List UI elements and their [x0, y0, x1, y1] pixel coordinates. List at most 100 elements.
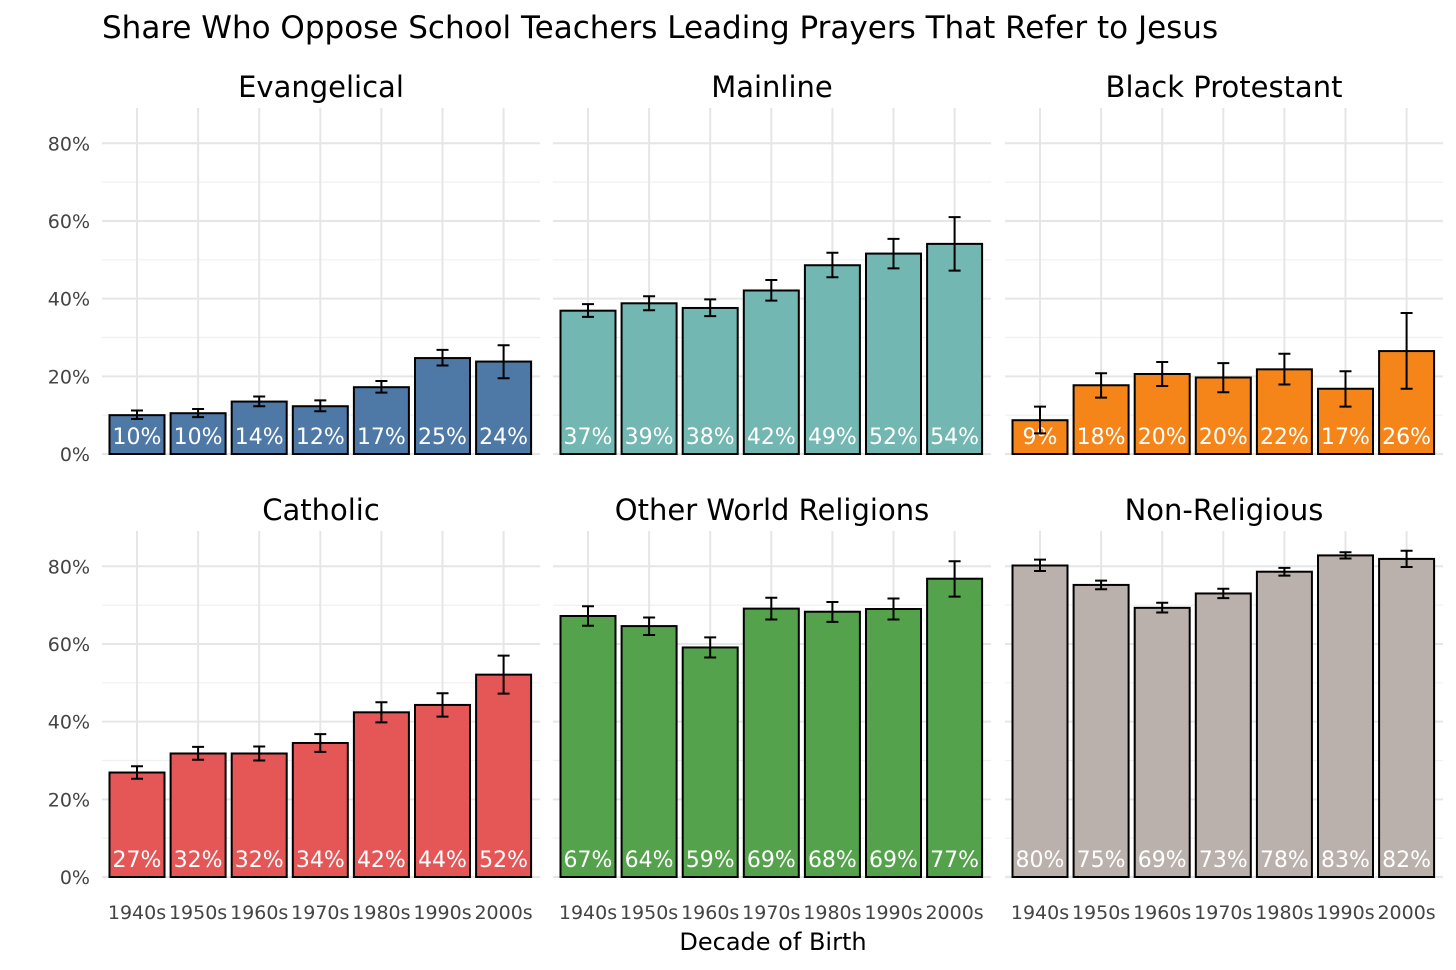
bar-black-protestant-1960s	[1133, 372, 1191, 455]
x-tick-label: 1970s	[1194, 902, 1252, 924]
error-bar	[1156, 601, 1169, 614]
bar-label: 32%	[235, 848, 284, 873]
y-tick-label: 40%	[48, 712, 90, 734]
x-tick-label: 1980s	[1255, 902, 1313, 924]
error-bar	[948, 560, 961, 598]
x-tick-label: 1980s	[352, 902, 410, 924]
bar-other-world-religions-1940s	[559, 614, 617, 878]
bar-evangelical-1960s	[230, 400, 288, 456]
bar-mainline-2000s	[926, 242, 984, 455]
bar-label: 42%	[747, 425, 796, 450]
error-bar	[1217, 362, 1230, 394]
bar-mainline-1990s	[865, 252, 922, 455]
y-tick-label: 80%	[48, 133, 90, 155]
bar-evangelical-1980s	[352, 386, 410, 455]
x-tick-label: 1980s	[803, 902, 861, 924]
bar-label: 18%	[1077, 425, 1126, 450]
error-bar	[375, 701, 388, 724]
bar-label: 67%	[564, 848, 613, 873]
bar-label: 44%	[418, 848, 467, 873]
bar-catholic-1970s	[291, 742, 349, 879]
bar-label: 83%	[1321, 848, 1370, 873]
bar-label: 69%	[869, 848, 918, 873]
bar-label: 59%	[686, 848, 735, 873]
bar-label: 20%	[1199, 425, 1248, 450]
bar-label: 78%	[1260, 848, 1309, 873]
error-bar	[1095, 372, 1108, 399]
error-bar	[765, 278, 778, 302]
facet-title-catholic: Catholic	[262, 493, 380, 527]
bar-evangelical-1950s	[169, 412, 227, 455]
error-bar	[131, 765, 143, 780]
panel-catholic: Catholic 27% 32% 32% 34% 42% 44% 52% 0% 20% 40% 60%…	[48, 493, 540, 924]
bar-non-religious-1990s	[1317, 554, 1374, 878]
bar-label: 80%	[1016, 848, 1065, 873]
bar-other-world-religions-1980s	[803, 610, 861, 878]
error-bar	[1278, 566, 1291, 577]
error-bar	[253, 745, 266, 762]
error-bar	[582, 303, 594, 318]
panel-mainline: Mainline 37% 39% 38% 42% 49% 52% 54%	[553, 70, 991, 456]
y-tick-label: 20%	[48, 789, 90, 811]
bar-mainline-1940s	[559, 309, 617, 455]
bar-label: 37%	[564, 425, 613, 450]
bar-label: 34%	[296, 848, 345, 873]
error-bar	[192, 407, 205, 419]
x-tick-label: 2000s	[474, 902, 532, 924]
bar-label: 17%	[1321, 425, 1370, 450]
bar-non-religious-1950s	[1072, 583, 1130, 879]
error-bar	[948, 216, 961, 272]
bar-non-religious-2000s	[1378, 557, 1436, 878]
bar-evangelical-1940s	[108, 414, 166, 456]
y-tick-label: 0%	[60, 867, 90, 889]
error-bar	[887, 597, 900, 621]
bar-evangelical-1970s	[291, 405, 349, 456]
error-bar	[131, 409, 143, 421]
error-bar	[1339, 551, 1352, 560]
error-bar	[704, 298, 717, 318]
facet-panels: Evangelical 10% 10% 14% 12% 17% 25% 24% 0% 20% 40%…	[48, 70, 1443, 924]
error-bar	[253, 395, 266, 408]
bar-non-religious-1970s	[1194, 592, 1252, 879]
error-bar	[1217, 587, 1230, 600]
x-tick-label: 1990s	[864, 902, 922, 924]
facet-title-evangelical: Evangelical	[238, 70, 404, 104]
error-bar	[1339, 370, 1352, 408]
bar-non-religious-1940s	[1011, 564, 1069, 878]
bar-mainline-1980s	[803, 264, 861, 456]
bar-non-religious-1980s	[1255, 570, 1313, 878]
x-tick-label: 1950s	[1072, 902, 1130, 924]
error-bar	[1400, 549, 1413, 569]
bar-label: 32%	[174, 848, 223, 873]
error-bar	[1034, 405, 1046, 435]
bar-label: 10%	[113, 425, 162, 450]
bar-label: 52%	[869, 425, 918, 450]
error-bar	[1034, 558, 1046, 572]
x-axis-label: Decade of Birth	[679, 928, 866, 956]
bar-catholic-2000s	[475, 673, 533, 879]
bar-evangelical-1990s	[414, 357, 471, 455]
bar-label: 27%	[113, 848, 162, 873]
error-bar	[192, 745, 205, 761]
error-bar	[436, 348, 449, 367]
x-tick-label: 1970s	[742, 902, 800, 924]
bar-label: 42%	[357, 848, 406, 873]
x-tick-label: 1990s	[1316, 902, 1374, 924]
bar-label: 52%	[479, 848, 528, 873]
bar-label: 17%	[357, 425, 406, 450]
bar-label: 10%	[174, 425, 223, 450]
y-tick-label: 20%	[48, 366, 90, 388]
bar-label: 68%	[808, 848, 857, 873]
bar-label: 38%	[686, 425, 735, 450]
panel-other-world-religions: Other World Religions 67% 64% 59% 69% 68% 69% 7…	[553, 493, 991, 924]
error-bar	[436, 692, 449, 718]
bar-label: 39%	[625, 425, 674, 450]
facet-title-non-religious: Non-Religious	[1125, 493, 1324, 527]
bar-label: 69%	[1138, 848, 1187, 873]
bar-label: 49%	[808, 425, 857, 450]
bar-label: 77%	[930, 848, 979, 873]
x-tick-label: 1960s	[681, 902, 739, 924]
error-bar	[1095, 579, 1108, 591]
